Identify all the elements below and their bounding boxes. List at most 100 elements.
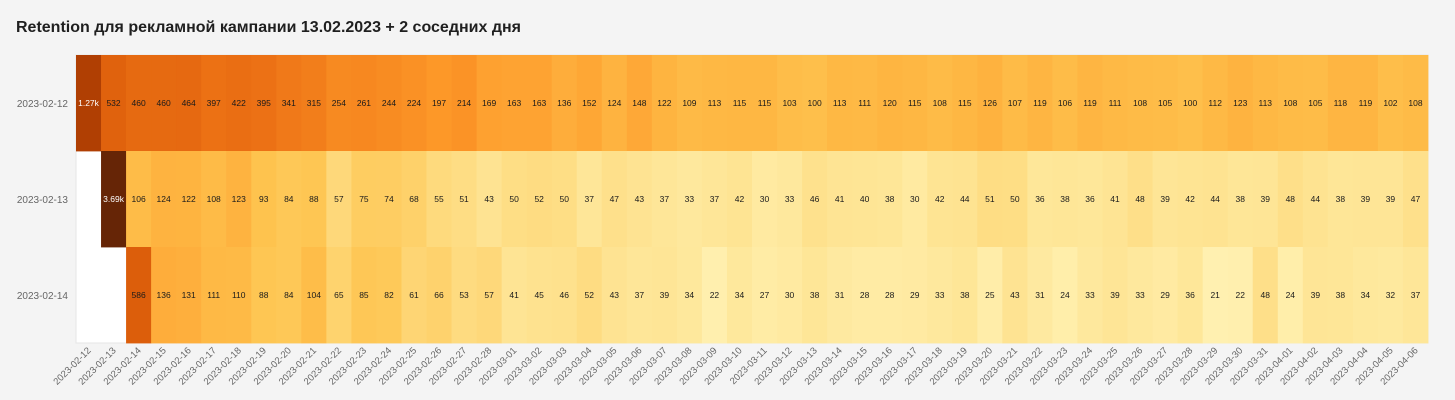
cell-value-label: 51 (985, 194, 995, 204)
cell-value-label: 31 (1035, 290, 1045, 300)
cell-value-label: 108 (1283, 98, 1297, 108)
cell-value-label: 108 (933, 98, 947, 108)
cell-value-label: 55 (434, 194, 444, 204)
cell-value-label: 1.27k (78, 98, 100, 108)
cell-value-label: 532 (106, 98, 120, 108)
cell-value-label: 113 (708, 98, 722, 108)
cell-value-label: 37 (585, 194, 595, 204)
cell-value-label: 36 (1185, 290, 1195, 300)
cell-value-label: 47 (610, 194, 620, 204)
cell-value-label: 37 (710, 194, 720, 204)
heatmap-cells: 1.27k 532 460 460 464 397 422 395 341 315 254 261 24… (76, 55, 1428, 343)
cell-value-label: 29 (910, 290, 920, 300)
cell-value-label: 37 (635, 290, 645, 300)
cell-value-label: 120 (883, 98, 897, 108)
cell-value-label: 197 (432, 98, 446, 108)
cell-value-label: 42 (935, 194, 945, 204)
cell-value-label: 115 (758, 98, 772, 108)
cell-value-label: 106 (1058, 98, 1072, 108)
cell-value-label: 34 (685, 290, 695, 300)
cell-value-label: 124 (157, 194, 171, 204)
cell-value-label: 33 (1085, 290, 1095, 300)
cell-value-label: 39 (1261, 194, 1271, 204)
cell-value-label: 163 (507, 98, 521, 108)
cell-value-label: 224 (407, 98, 421, 108)
cell-value-label: 102 (1383, 98, 1397, 108)
cell-value-label: 122 (182, 194, 196, 204)
cell-value-label: 43 (1010, 290, 1020, 300)
cell-value-label: 30 (785, 290, 795, 300)
cell-value-label: 66 (434, 290, 444, 300)
cell-value-label: 52 (534, 194, 544, 204)
cell-value-label: 33 (685, 194, 695, 204)
cell-value-label: 123 (1233, 98, 1247, 108)
row-label: 2023-02-12 (17, 99, 69, 110)
cell-value-label: 28 (860, 290, 870, 300)
cell-value-label: 111 (207, 290, 220, 300)
cell-value-label: 30 (760, 194, 770, 204)
cell-value-label: 108 (207, 194, 221, 204)
cell-value-label: 39 (1361, 194, 1371, 204)
cell-value-label: 110 (232, 290, 246, 300)
cell-value-label: 136 (157, 290, 171, 300)
cell-value-label: 41 (835, 194, 845, 204)
cell-value-label: 136 (557, 98, 571, 108)
cell-value-label: 93 (259, 194, 269, 204)
cell-value-label: 37 (660, 194, 670, 204)
cell-value-label: 113 (1258, 98, 1272, 108)
cell-value-label: 28 (885, 290, 895, 300)
cell-value-label: 105 (1158, 98, 1172, 108)
cell-value-label: 123 (232, 194, 246, 204)
cell-value-label: 108 (1408, 98, 1422, 108)
row-label: 2023-02-14 (17, 291, 69, 302)
cell-value-label: 105 (1308, 98, 1322, 108)
cell-value-label: 315 (307, 98, 321, 108)
cell-value-label: 50 (1010, 194, 1020, 204)
row-labels: 2023-02-122023-02-132023-02-14 (17, 99, 69, 302)
cell-value-label: 84 (284, 290, 294, 300)
cell-value-label: 47 (1411, 194, 1421, 204)
cell-value-label: 39 (1311, 290, 1321, 300)
cell-value-label: 131 (182, 290, 196, 300)
cell-value-label: 21 (1210, 290, 1220, 300)
cell-value-label: 169 (482, 98, 496, 108)
cell-value-label: 22 (1235, 290, 1245, 300)
cell-value-label: 24 (1060, 290, 1070, 300)
cell-value-label: 57 (334, 194, 344, 204)
cell-value-label: 111 (1109, 98, 1122, 108)
cell-value-label: 113 (833, 98, 847, 108)
cell-value-label: 38 (960, 290, 970, 300)
cell-value-label: 44 (1311, 194, 1321, 204)
cell-value-label: 422 (232, 98, 246, 108)
cell-value-label: 464 (182, 98, 196, 108)
cell-value-label: 115 (733, 98, 747, 108)
cell-value-label: 244 (382, 98, 396, 108)
cell-value-label: 39 (660, 290, 670, 300)
cell-value-label: 460 (131, 98, 145, 108)
cell-value-label: 44 (1210, 194, 1220, 204)
cell-value-label: 115 (908, 98, 922, 108)
cell-value-label: 460 (157, 98, 171, 108)
cell-value-label: 395 (257, 98, 271, 108)
cell-value-label: 152 (582, 98, 596, 108)
cell-value-label: 100 (807, 98, 821, 108)
cell-value-label: 75 (359, 194, 369, 204)
cell-value-label: 112 (1208, 98, 1222, 108)
cell-value-label: 51 (459, 194, 469, 204)
cell-value-label: 107 (1008, 98, 1022, 108)
cell-value-label: 39 (1386, 194, 1396, 204)
cell-value-label: 43 (635, 194, 645, 204)
cell-value-label: 106 (131, 194, 145, 204)
cell-value-label: 148 (632, 98, 646, 108)
cell-value-label: 115 (958, 98, 972, 108)
cell-value-label: 38 (1235, 194, 1245, 204)
cell-value-label: 163 (532, 98, 546, 108)
column-labels: 2023-02-122023-02-132023-02-142023-02-15… (51, 345, 1420, 387)
cell-value-label: 57 (484, 290, 494, 300)
cell-value-label: 119 (1033, 98, 1047, 108)
cell-value-label: 38 (1060, 194, 1070, 204)
cell-value-label: 42 (1185, 194, 1195, 204)
cell-value-label: 126 (983, 98, 997, 108)
cell-value-label: 254 (332, 98, 346, 108)
cell-value-label: 38 (885, 194, 895, 204)
